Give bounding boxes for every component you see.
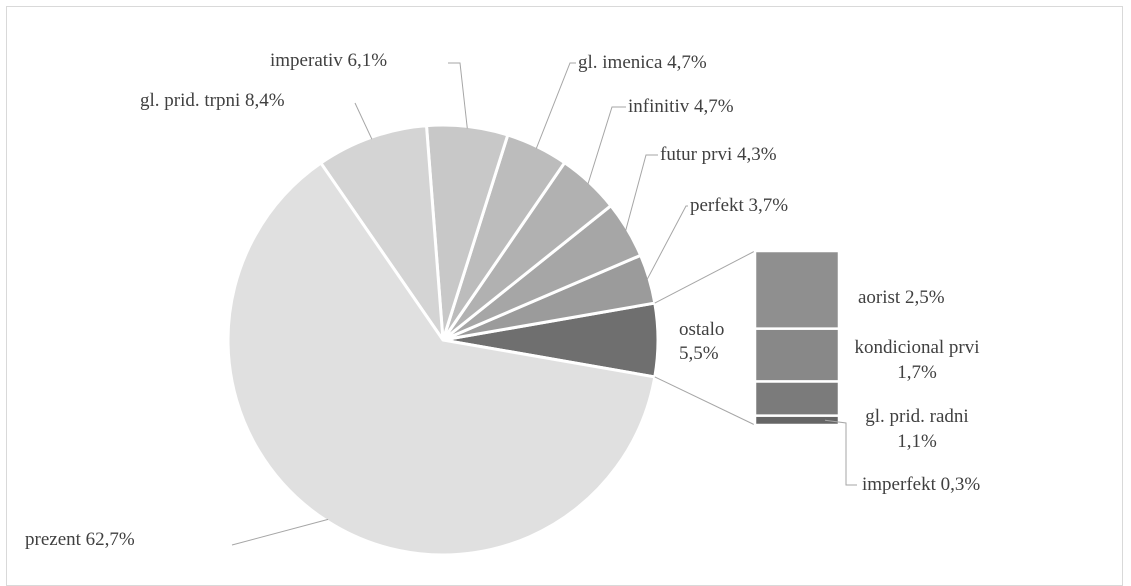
data-label-gl-prid-trpni: gl. prid. trpni 8,4%	[140, 90, 285, 111]
data-labels: ostalo 5,5% perfekt 3,7% futur prvi 4,3% inf…	[25, 50, 980, 550]
data-label-prezent: prezent 62,7%	[25, 529, 135, 550]
leader-gl-imenica	[535, 62, 576, 149]
stacked-bar	[753, 249, 841, 427]
leader-perfekt	[646, 205, 688, 280]
data-label-imperativ: imperativ 6,1%	[270, 50, 387, 71]
data-label-kondicional-prvi: kondicional prvi 1,7%	[854, 337, 979, 383]
bar-segment-gl-prid-radni	[753, 380, 841, 417]
data-label-gl-prid-radni: gl. prid. radni 1,1%	[865, 406, 968, 452]
data-label-infinitiv: infinitiv 4,7%	[628, 96, 734, 117]
data-label-perfekt: perfekt 3,7%	[690, 195, 788, 216]
leader-futur-prvi	[625, 154, 658, 231]
pie-bar-connectors	[654, 250, 756, 426]
bar-segment-imperfekt	[753, 414, 841, 427]
leader-infinitiv	[587, 106, 626, 185]
bar-segment-kondicional-prvi	[753, 327, 841, 383]
leader-prezent	[231, 518, 329, 546]
bar-segment-aorist	[753, 249, 841, 330]
pie-slice-prezent	[226, 161, 657, 557]
leader-imperfekt	[824, 419, 857, 486]
pie	[226, 123, 660, 557]
bar-of-pie-chart: ostalo 5,5% perfekt 3,7% futur prvi 4,3% inf…	[25, 50, 980, 557]
data-label-imperfekt: imperfekt 0,3%	[862, 474, 980, 495]
connector-top	[654, 250, 756, 304]
data-label-futur-prvi: futur prvi 4,3%	[660, 144, 777, 165]
data-label-gl-imenica: gl. imenica 4,7%	[578, 52, 707, 73]
data-label-ostalo: ostalo 5,5%	[679, 319, 724, 364]
connector-bottom	[654, 376, 756, 426]
leader-lines	[231, 62, 857, 546]
leader-imperativ	[448, 62, 468, 129]
data-label-aorist: aorist 2,5%	[858, 287, 945, 308]
leader-gl-prid-trpni	[354, 102, 373, 140]
